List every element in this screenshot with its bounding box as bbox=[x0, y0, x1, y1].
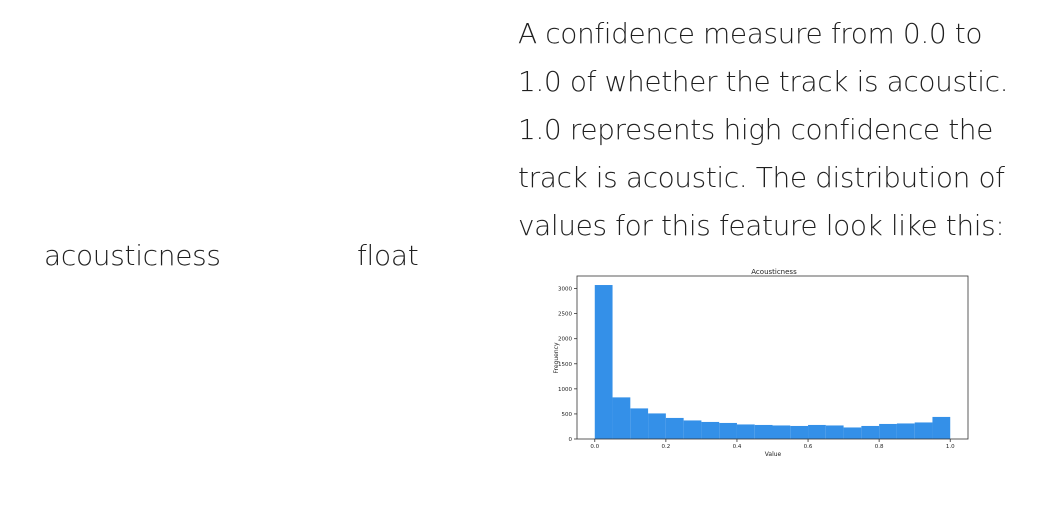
histogram-bar bbox=[843, 427, 862, 439]
x-tick-label: 0.0 bbox=[590, 444, 599, 450]
histogram-bar bbox=[736, 424, 755, 439]
x-tick-label: 1.0 bbox=[946, 444, 955, 450]
x-tick-label: 0.4 bbox=[733, 444, 742, 450]
field-name: acousticness bbox=[44, 239, 221, 272]
x-tick-label: 0.2 bbox=[661, 444, 670, 450]
histogram-bar bbox=[665, 417, 684, 439]
acousticness-histogram: Acousticness 0 500 1000 1500 2000 2500 3000 0.… bbox=[545, 264, 975, 460]
histogram-bar bbox=[932, 416, 951, 439]
histogram-bar bbox=[754, 424, 773, 439]
y-axis: 0 500 1000 1500 2000 2500 3000 bbox=[558, 287, 577, 443]
y-tick-label: 1500 bbox=[558, 362, 572, 368]
description-line: 1.0 represents high confidence the bbox=[518, 113, 993, 146]
y-tick-label: 3000 bbox=[558, 287, 572, 293]
field-type: float bbox=[357, 239, 419, 272]
histogram-bar bbox=[648, 413, 666, 439]
histogram-bar bbox=[772, 425, 791, 439]
histogram-bars bbox=[594, 285, 951, 439]
y-axis-label: Frequency bbox=[553, 342, 560, 373]
histogram-bar bbox=[612, 397, 631, 439]
histogram-bar bbox=[825, 425, 844, 439]
x-axis: 0.0 0.2 0.4 0.6 0.8 1.0 bbox=[590, 439, 955, 450]
histogram-bar bbox=[790, 425, 809, 439]
y-tick-label: 0 bbox=[569, 437, 573, 443]
plot-frame bbox=[576, 275, 969, 440]
chart-title: Acousticness bbox=[751, 268, 797, 276]
x-axis-label: Value bbox=[765, 451, 782, 458]
histogram-bar bbox=[914, 422, 933, 439]
y-tick-label: 1000 bbox=[558, 387, 572, 393]
description-line: A confidence measure from 0.0 to bbox=[518, 17, 983, 50]
histogram-bar bbox=[683, 420, 702, 439]
histogram-bar bbox=[701, 421, 720, 439]
histogram-bar bbox=[594, 285, 613, 439]
histogram-bar bbox=[896, 423, 915, 439]
y-tick-label: 2000 bbox=[558, 337, 572, 343]
histogram-bar bbox=[808, 424, 826, 439]
histogram-bar bbox=[630, 408, 649, 439]
field-description: A confidence measure from 0.0 to 1.0 of … bbox=[518, 10, 1038, 250]
histogram-svg: Acousticness 0 500 1000 1500 2000 2500 3000 0.… bbox=[553, 268, 969, 458]
y-tick-label: 2500 bbox=[558, 312, 572, 318]
description-line: values for this feature look like this: bbox=[518, 209, 1005, 242]
x-tick-label: 0.6 bbox=[804, 444, 813, 450]
histogram-bar bbox=[719, 422, 737, 439]
x-tick-label: 0.8 bbox=[875, 444, 884, 450]
histogram-bar bbox=[861, 425, 880, 439]
histogram-bar bbox=[879, 423, 897, 439]
y-tick-label: 500 bbox=[562, 412, 573, 418]
description-line: track is acoustic. The distribution of bbox=[518, 161, 1005, 194]
description-line: 1.0 of whether the track is acoustic. bbox=[518, 65, 1009, 98]
